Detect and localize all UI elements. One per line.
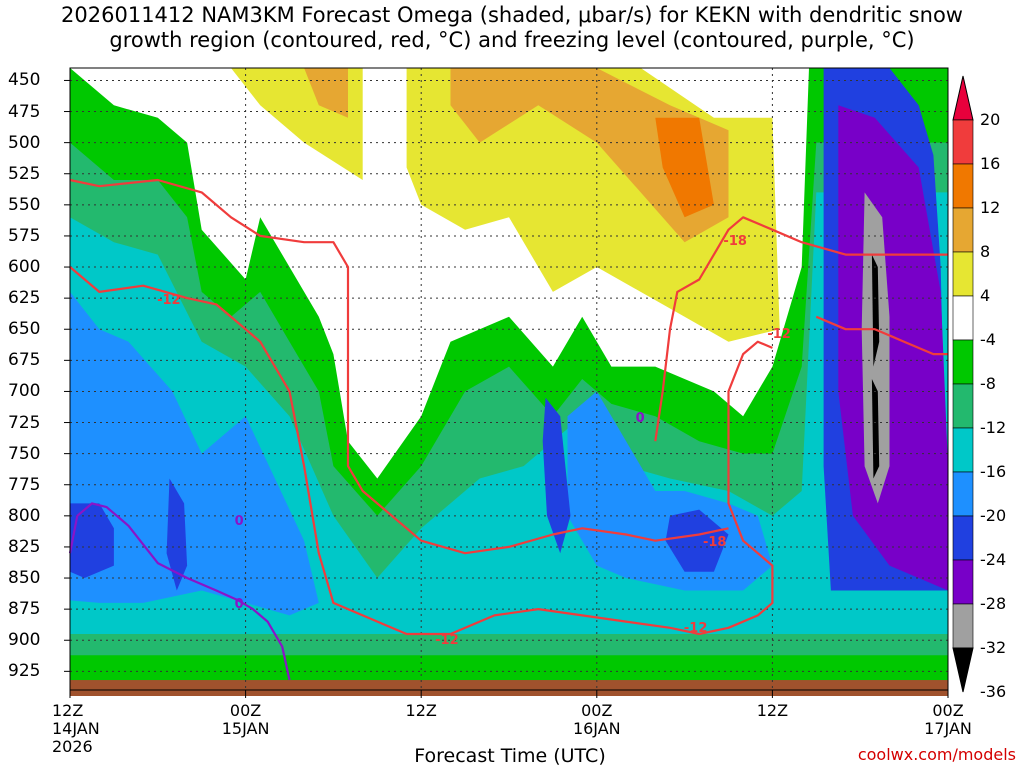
omega-region-strong-sinking [655, 117, 714, 218]
contour-label: -12 [157, 292, 181, 308]
y-tick-label: 550 [8, 194, 41, 215]
y-tick-label: 825 [8, 536, 41, 557]
contour-dendritic-upper [69, 178, 729, 555]
contour-dendritic-lower-b [815, 315, 948, 356]
y-tick-label: 775 [8, 474, 41, 495]
omega-region-very-strong-rising-4 [665, 509, 729, 572]
colorbar-label: 12 [980, 198, 1001, 217]
colorbar-swatch [952, 75, 974, 121]
colorbar-swatch [952, 339, 974, 385]
x-tick-label: 15JAN [221, 719, 270, 738]
colorbar-label: -8 [980, 374, 996, 393]
x-axis-title: Forecast Time (UTC) [414, 745, 606, 767]
y-tick-label: 750 [8, 443, 41, 464]
x-tick-label: 12Z [52, 701, 84, 720]
x-tick-label: 12Z [405, 701, 437, 720]
colorbar-swatch [952, 119, 974, 165]
colorbar-swatch [952, 295, 974, 341]
colorbar-label: -4 [980, 330, 996, 349]
y-tick-label: 925 [8, 661, 41, 682]
omega-region-very-strong-rising-2 [166, 478, 188, 591]
x-tick-label: 14JAN [52, 719, 100, 738]
y-tick-label: 525 [8, 163, 41, 184]
contour-label: -12 [435, 633, 459, 649]
colorbar-swatch [952, 383, 974, 429]
y-tick-label: 700 [8, 381, 41, 402]
x-tick-label: 2026 [52, 737, 93, 756]
colorbar-swatch [952, 647, 974, 693]
colorbar-swatch [952, 207, 974, 253]
colorbar-swatch [952, 163, 974, 209]
x-tick-label: 00Z [229, 701, 262, 720]
colorbar-label: 8 [980, 242, 991, 261]
contour-label: 0 [234, 514, 244, 530]
y-tick-label: 475 [8, 101, 41, 122]
x-tick-label: 00Z [932, 701, 964, 720]
y-tick-label: 850 [8, 568, 41, 589]
colorbar-label: -20 [980, 506, 1007, 525]
colorbar-swatch [952, 515, 974, 561]
contour-dendritic-upper-b [654, 216, 948, 442]
contour-label: -12 [767, 327, 791, 343]
plot-frame [69, 67, 949, 691]
y-tick-label: 625 [8, 288, 41, 309]
credit-link[interactable]: coolwx.com/models [857, 745, 1016, 764]
x-tick-label: 16JAN [572, 719, 621, 738]
colorbar-label: -12 [980, 418, 1007, 437]
y-tick-label: 900 [8, 630, 41, 651]
contour-label: -18 [723, 234, 747, 250]
x-tick-label: 12Z [756, 701, 789, 720]
y-tick-label: 675 [8, 350, 41, 371]
contour-label: -18 [702, 535, 727, 551]
colorbar-label: 16 [980, 154, 1001, 173]
x-tick-label: 00Z [581, 701, 613, 720]
contour-label: 0 [635, 410, 645, 426]
ground-band [70, 680, 948, 696]
colorbar-label: 4 [980, 286, 991, 305]
colorbar-swatch [952, 603, 974, 649]
contour-dendritic-lower [69, 266, 774, 636]
colorbar-label: -36 [980, 682, 1007, 701]
y-tick-label: 600 [8, 257, 41, 278]
colorbar-label: -24 [980, 550, 1007, 569]
colorbar-swatch [952, 251, 974, 297]
x-tick-label: 17JAN [924, 719, 972, 738]
colorbar-label: -32 [980, 638, 1007, 657]
y-tick-label: 500 [8, 132, 41, 153]
colorbar-label: -16 [980, 462, 1007, 481]
chart-title-line2: growth region (contoured, red, °C) and f… [109, 28, 915, 52]
y-tick-label: 725 [8, 412, 41, 433]
omega-region-extreme-rising-core-2 [871, 254, 880, 367]
y-tick-label: 450 [8, 70, 41, 91]
contour-freezing-level [68, 502, 291, 681]
chart-title-line1: 2026011412 NAM3KM Forecast Omega (shaded… [61, 3, 963, 27]
colorbar-swatch [952, 559, 974, 605]
y-tick-label: 575 [8, 225, 41, 246]
y-tick-label: 800 [8, 505, 41, 526]
colorbar-swatch [952, 427, 974, 473]
omega-region-moderate-sinking [304, 68, 348, 118]
y-tick-label: 875 [8, 599, 41, 620]
omega-region-very-strong-rising-3 [542, 397, 571, 554]
omega-region-strong-rising [70, 291, 319, 616]
contour-label: -12 [683, 621, 708, 637]
omega-region-extreme-rising-core-3 [871, 379, 880, 479]
contour-label: 0 [234, 597, 244, 613]
colorbar-swatch [952, 471, 974, 517]
omega-region-very-strong-rising [70, 503, 114, 578]
y-tick-label: 650 [8, 319, 41, 340]
colorbar-label: -28 [980, 594, 1007, 613]
colorbar-label: 20 [980, 110, 1001, 129]
